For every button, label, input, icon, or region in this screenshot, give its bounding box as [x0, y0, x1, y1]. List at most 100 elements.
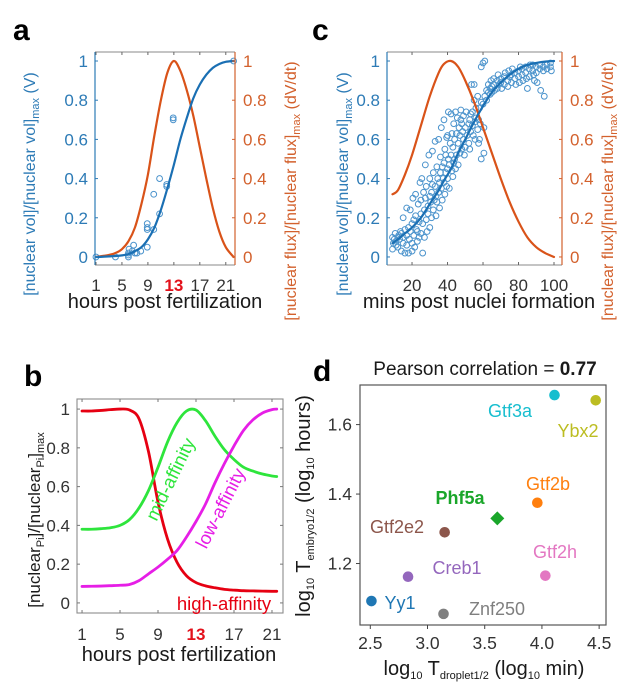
data-point — [429, 206, 437, 214]
data-point — [417, 230, 425, 237]
data-point — [490, 75, 498, 83]
x-tick-label: 13 — [187, 625, 206, 644]
x-tick-label: 5 — [115, 625, 124, 644]
x-tick-label: 60 — [474, 276, 493, 295]
y-tick-label-right: 0.4 — [243, 170, 267, 189]
data-point — [454, 139, 462, 147]
x-axis-label-a: hours post fertilization — [68, 291, 263, 313]
panel-label-b: b — [24, 360, 42, 393]
y-tick-label: 1.2 — [328, 554, 352, 574]
data-point — [401, 249, 409, 257]
data-point — [547, 63, 554, 71]
y-label-sub: 10 — [305, 578, 317, 590]
point-label-gtf2b: Gtf2b — [526, 474, 570, 494]
y-label-sub: max — [608, 113, 620, 134]
data-point — [450, 120, 458, 128]
point-label-phf5a: Phf5a — [435, 488, 485, 508]
data-point — [418, 175, 426, 182]
y-tick-label-left: 0 — [79, 248, 88, 267]
panel-b: b 1 5 9 13 17 21 0 0.2 0.4 0.6 0.8 1 hours post fer… — [24, 360, 284, 666]
point-gtf2e2 — [439, 526, 450, 538]
y-tick-label-left: 0.8 — [64, 91, 88, 110]
point-label-creb1: Creb1 — [432, 558, 481, 578]
y-tick-label-right: 0.2 — [243, 209, 267, 228]
data-point — [399, 239, 407, 247]
y-tick-label: 0.4 — [46, 516, 70, 535]
data-point — [532, 69, 540, 77]
y-label-part: T — [293, 561, 315, 578]
data-point — [422, 183, 430, 190]
data-point — [419, 220, 427, 228]
data-point — [477, 155, 485, 163]
data-point — [452, 130, 460, 137]
x-tick-label: 3.5 — [473, 633, 497, 653]
axes-frame — [359, 384, 607, 626]
x-tick-label: 20 — [403, 276, 422, 295]
data-point — [441, 145, 449, 153]
data-point — [533, 79, 541, 86]
x-tick-label: 3.0 — [415, 633, 440, 653]
y-label-part: ]/[nuclear — [25, 467, 44, 537]
point-gtf2b — [532, 497, 543, 509]
data-point — [416, 179, 424, 186]
volume-fit-curve — [94, 59, 235, 259]
data-point — [468, 108, 476, 116]
x-label-sub: 10 — [528, 670, 540, 682]
panel-d: d Pearson correlation = 0.77 2.5 3.0 3.5 4.… — [293, 355, 611, 682]
data-point — [480, 149, 488, 157]
data-point — [432, 212, 440, 220]
data-point — [444, 132, 451, 139]
y-tick-label-right: 0.8 — [570, 91, 594, 110]
data-point — [476, 135, 483, 143]
y-tick-label-right: 0.4 — [570, 170, 594, 189]
annotation-high-affinity: high-affinity — [177, 593, 272, 614]
point-creb1 — [402, 571, 414, 583]
y-label-sub: Pi — [35, 537, 47, 547]
x-axis-label-c: mins post nuclei formation — [363, 291, 595, 313]
data-point — [397, 247, 405, 255]
point-yy1 — [366, 595, 377, 607]
y-axis-label-right-a: [nuclear flux]/[nuclear flux]max (dV/dt) — [283, 61, 303, 320]
data-point — [436, 204, 443, 212]
point-label-ybx2: Ybx2 — [557, 421, 598, 441]
data-point — [403, 204, 411, 212]
data-point — [440, 116, 448, 124]
data-point — [466, 145, 474, 153]
y-axis-label-left-a: [nuclear vol]/[nuclear vol]max (V) — [22, 72, 42, 296]
y-tick-label: 1.4 — [328, 484, 353, 504]
point-phf5a — [490, 511, 505, 526]
data-point — [431, 137, 439, 145]
data-point — [519, 77, 527, 85]
data-point — [475, 139, 482, 147]
data-point — [479, 59, 487, 67]
y-label-part: [nuclear — [25, 547, 44, 608]
x-tick-label: 1 — [91, 276, 100, 295]
data-point — [405, 249, 412, 257]
data-point — [448, 130, 456, 137]
y-axis-label-b: [nuclearPi]/[nuclearPi]max — [25, 432, 47, 608]
data-point — [431, 183, 439, 190]
panel-label-c: c — [312, 14, 329, 47]
data-point — [458, 120, 466, 128]
y-tick-label-left: 0.8 — [356, 91, 380, 110]
data-point — [406, 206, 414, 214]
data-point — [471, 135, 479, 143]
data-point — [539, 67, 547, 75]
data-point — [525, 65, 533, 73]
pearson-value: 0.77 — [560, 359, 597, 380]
data-point — [508, 79, 515, 86]
y-label-part: hours) — [293, 395, 315, 457]
data-point — [429, 169, 437, 177]
data-point — [465, 139, 473, 147]
data-point — [500, 81, 508, 88]
annotation-mid-affinity: mid-affinity — [141, 434, 199, 524]
x-axis-label-d: log10 Tdroplet1/2 (log10 min) — [384, 658, 585, 682]
data-point — [441, 190, 449, 198]
data-point — [411, 243, 419, 251]
y-tick-label-left: 0.6 — [356, 130, 380, 149]
data-point — [421, 233, 428, 241]
y-label-main: [nuclear flux]/[nuclear flux] — [600, 135, 617, 321]
data-point — [483, 96, 490, 104]
point-label-gtf2e2: Gtf2e2 — [370, 517, 424, 537]
